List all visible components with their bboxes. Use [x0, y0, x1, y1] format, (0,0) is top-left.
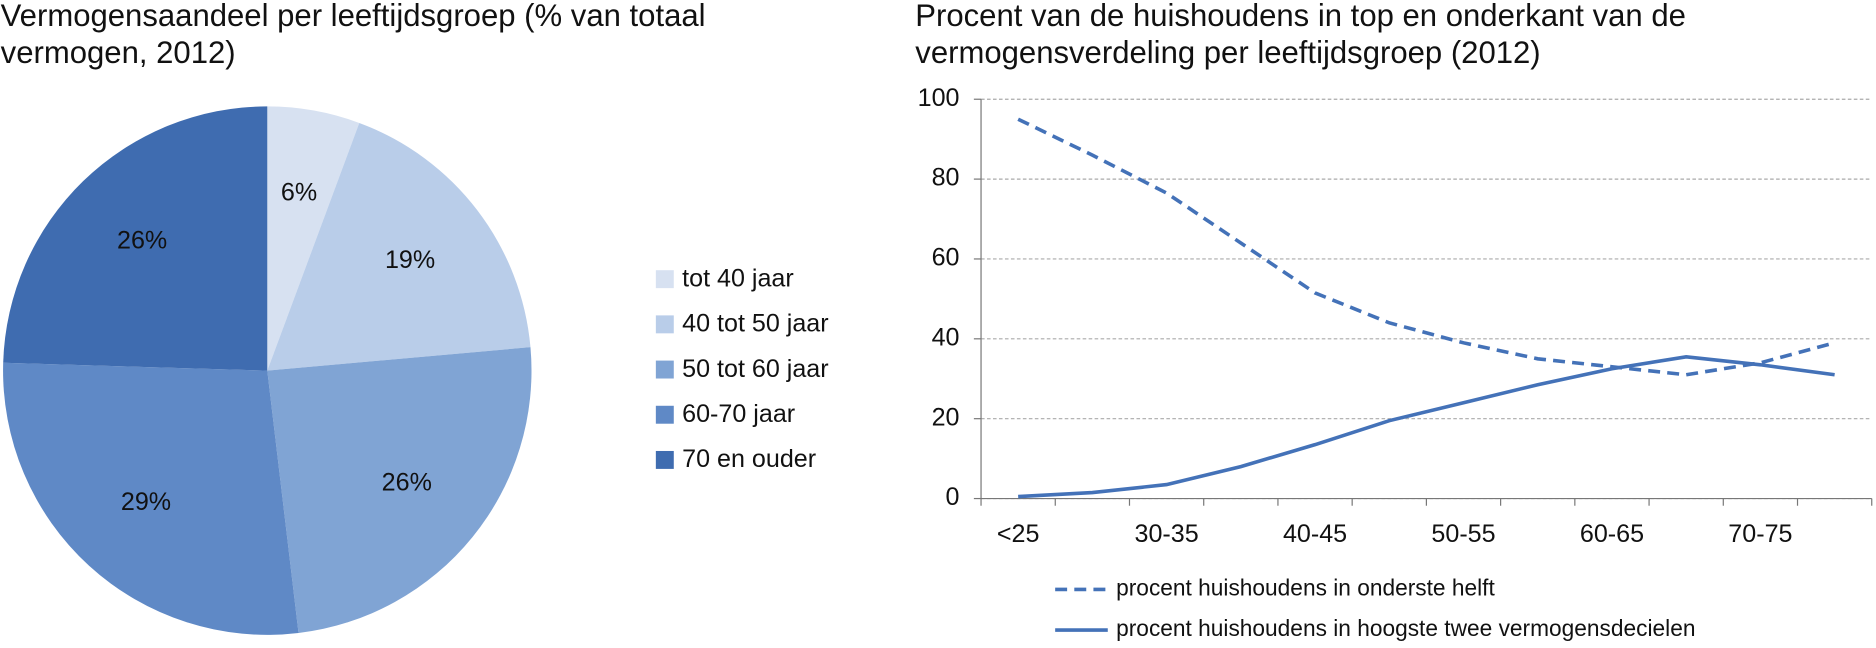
y-tick-label: 20 [932, 403, 960, 431]
line-series [1018, 354, 1835, 499]
x-tick-label: 50-55 [1431, 520, 1495, 548]
pie-slice [3, 362, 299, 635]
line-series [1017, 117, 1836, 377]
x-tick-label: 30-35 [1135, 520, 1199, 548]
legend-swatch [655, 315, 674, 334]
y-tick-label: 80 [932, 164, 960, 192]
legend-swatch [655, 360, 674, 379]
legend-label: procent huishoudens in onderste helft [1116, 574, 1495, 600]
y-tick-label: 0 [946, 483, 960, 511]
chart-title: Procent van de huishoudens in top en ond… [915, 0, 1686, 33]
x-tick-label: 60-65 [1580, 520, 1644, 548]
chart-title: vermogen, 2012) [1, 35, 236, 70]
legend-label: 50 tot 60 jaar [682, 355, 828, 383]
legend-label: procent huishoudens in hoogste twee verm… [1116, 615, 1695, 641]
data-label: 26% [382, 468, 432, 496]
legend-label: 60-70 jaar [682, 400, 795, 428]
legend-swatch [655, 405, 674, 424]
x-tick-label: 70-75 [1728, 520, 1792, 548]
pie-slice [3, 106, 268, 371]
data-label: 6% [281, 178, 317, 206]
data-label: 26% [117, 226, 167, 254]
pie-slice [267, 347, 532, 633]
pie-slice [267, 122, 531, 371]
x-tick-label: 40-45 [1283, 520, 1347, 548]
y-tick-label: 40 [932, 323, 960, 351]
legend-swatch [655, 270, 674, 289]
pie-slice [267, 106, 360, 371]
y-tick-label: 60 [932, 244, 960, 272]
legend-label: 40 tot 50 jaar [682, 310, 828, 338]
chart-title: vermogensverdeling per leeftijdsgroep (2… [915, 35, 1540, 70]
legend-label: 70 en ouder [682, 445, 816, 473]
legend-label: tot 40 jaar [682, 264, 794, 292]
legend-swatch [655, 450, 674, 469]
data-label: 19% [385, 246, 435, 274]
x-tick-label: <25 [997, 520, 1040, 548]
data-label: 29% [121, 488, 171, 516]
y-tick-label: 100 [918, 84, 960, 112]
chart-title: Vermogensaandeel per leeftijdsgroep (% v… [1, 0, 706, 33]
